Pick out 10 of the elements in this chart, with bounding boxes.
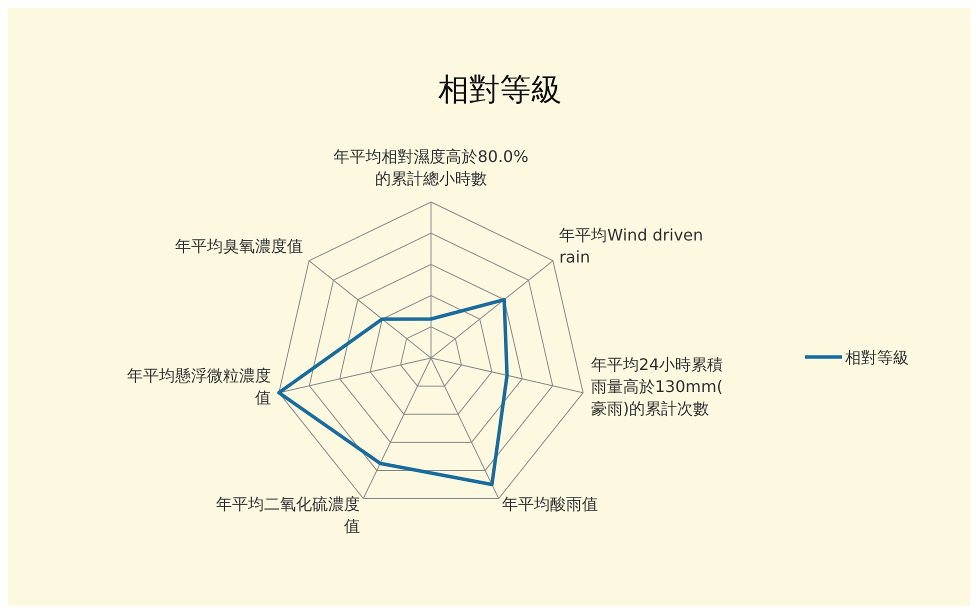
spoke-label: 年平均臭氧濃度值 [174, 236, 303, 256]
spoke-label: 年平均懸浮微粒濃度值 [127, 366, 272, 407]
spoke-label: 年平均相對濕度高於80.0%的累計總小時數 [334, 147, 528, 188]
spoke-label: 年平均24小時累積雨量高於130mm(豪雨)的累計次數 [590, 354, 724, 418]
spoke-label: 年平均Wind driven rain [559, 226, 704, 266]
spoke-label: 年平均酸雨值 [502, 494, 598, 514]
legend: 相對等級 [805, 348, 909, 367]
spoke-label: 年平均二氧化硫濃度值 [216, 494, 360, 536]
legend-label: 相對等級 [845, 348, 909, 367]
chart-title: 相對等級 [438, 72, 562, 108]
